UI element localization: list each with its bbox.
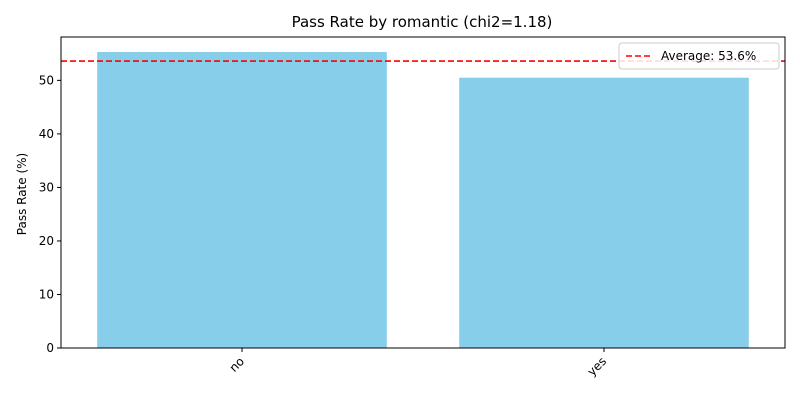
y-tick-label-20: 20: [39, 234, 54, 248]
plot-frame: [60, 36, 786, 349]
x-tick-label-yes: yes: [585, 354, 610, 379]
legend-label: Average: 53.6%: [661, 49, 756, 63]
y-axis-label: Pass Rate (%): [15, 153, 29, 235]
chart-title: Pass Rate by romantic (chi2=1.18): [292, 13, 553, 31]
y-tick-label-50: 50: [39, 73, 54, 87]
legend-box: [618, 42, 780, 70]
bars-group: [97, 51, 749, 349]
legend: Average: 53.6%: [618, 42, 780, 70]
y-tick-label-10: 10: [39, 287, 54, 301]
x-tick-label-no: no: [227, 354, 247, 374]
y-tick-label-40: 40: [39, 127, 54, 141]
bar-yes: [459, 77, 749, 348]
y-tick-label-0: 0: [46, 341, 54, 355]
y-tick-label-30: 30: [39, 180, 54, 194]
bar-no: [97, 51, 387, 349]
